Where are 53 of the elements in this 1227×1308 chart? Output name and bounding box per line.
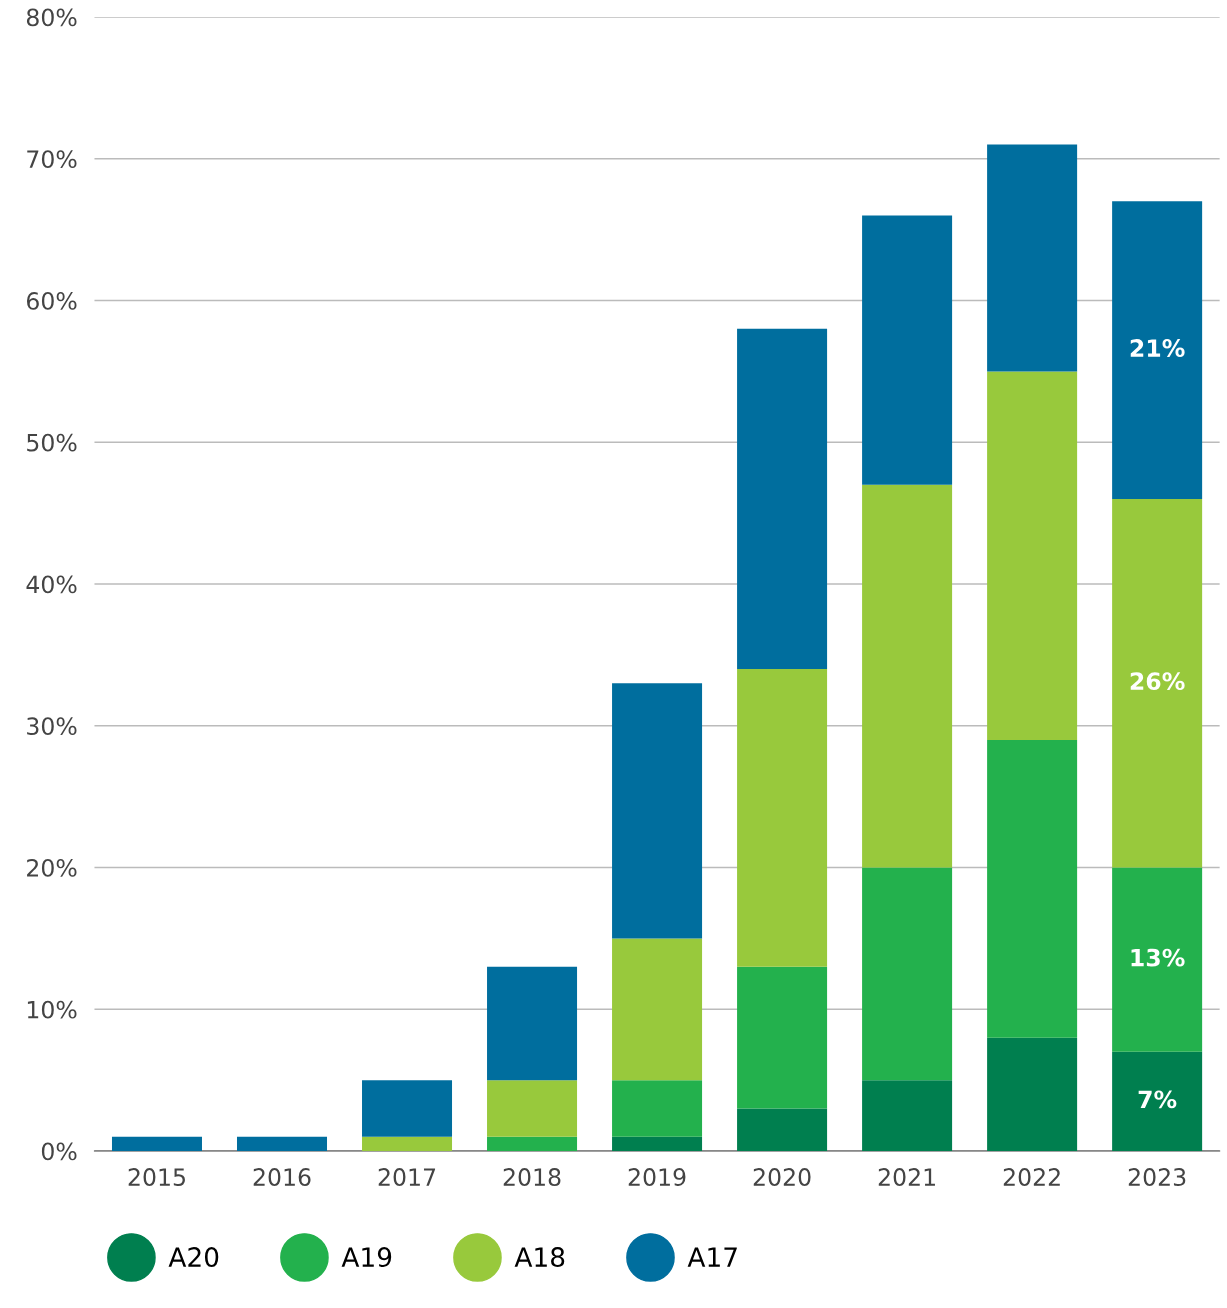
y-tick-label: 30% [27,717,77,736]
legend-label: A17 [687,1247,737,1267]
bar [362,1136,453,1152]
bar [1112,201,1203,499]
bar [737,1108,828,1152]
bar [237,1136,328,1152]
data-label: 13% [1131,948,1185,967]
data-label: 7% [1138,1090,1177,1109]
bar [612,1080,703,1137]
bar [862,1080,953,1152]
bar [1112,498,1203,868]
y-tick-label: 60% [26,291,77,310]
y-tick-label: 20% [27,858,77,877]
bar [987,144,1078,372]
bar [987,371,1078,740]
bar [862,484,953,868]
bar [111,1136,202,1152]
bar [737,966,828,1109]
bar [487,1136,578,1152]
x-tick-label: 2015 [128,1168,185,1186]
x-tick-label: 2022 [1003,1168,1060,1186]
x-tick-label: 2017 [378,1168,436,1186]
data-label: 26% [1130,672,1185,691]
data-label: 21% [1130,339,1185,357]
bar [737,328,828,670]
bar [737,669,828,967]
bar [612,683,703,939]
bar [612,938,703,1081]
y-tick-label: 0% [41,1142,77,1161]
y-tick-label: 70% [27,150,77,169]
bar [487,1080,578,1137]
x-tick-label: 2018 [503,1168,561,1186]
x-tick-label: 2021 [878,1168,935,1186]
legend-label: A18 [514,1247,565,1268]
x-tick-label: 2019 [628,1168,686,1186]
bar [1112,1051,1203,1152]
legend-label: A20 [168,1247,219,1268]
bar [862,867,953,1081]
y-tick-label: 40% [26,575,77,594]
y-tick-label: 80% [26,8,77,27]
bar [487,966,578,1081]
bar [1112,867,1203,1052]
bar [987,739,1078,1038]
bar [612,1136,703,1152]
x-tick-label: 2023 [1128,1168,1186,1186]
bar [362,1080,453,1137]
bar [862,215,953,485]
y-tick-label: 50% [27,433,77,452]
bar [987,1037,1078,1152]
legend-label: A19 [341,1247,392,1268]
x-tick-label: 2020 [753,1168,811,1186]
y-tick-label: 10% [27,1000,77,1019]
x-tick-label: 2016 [253,1168,311,1186]
